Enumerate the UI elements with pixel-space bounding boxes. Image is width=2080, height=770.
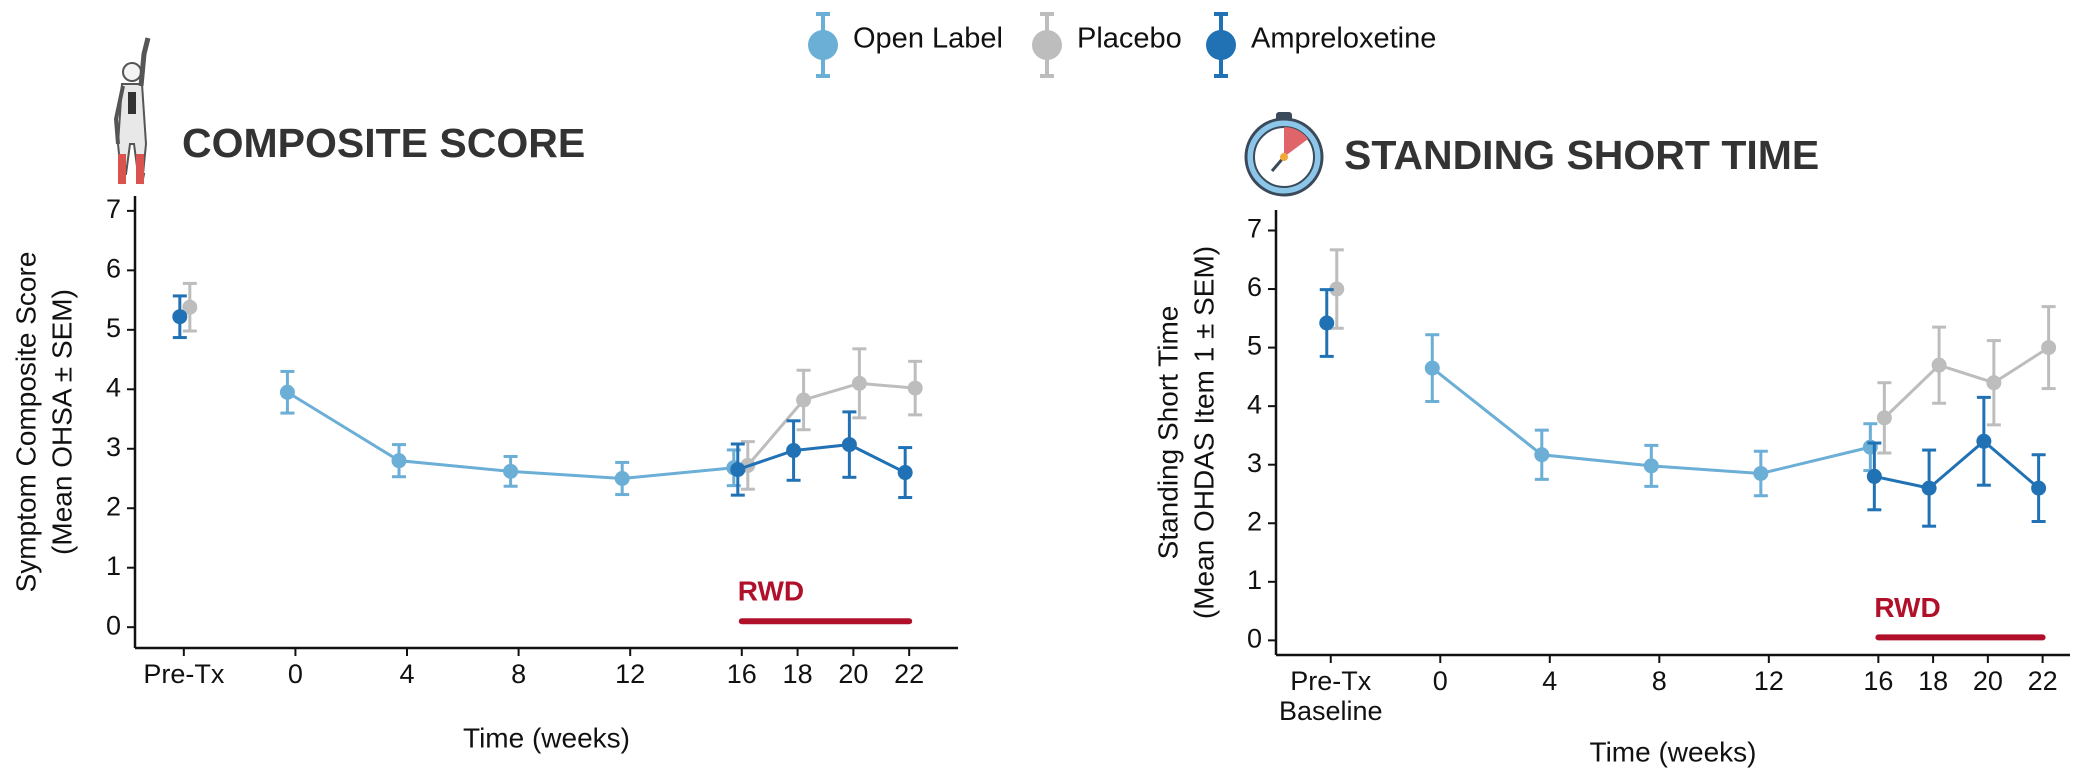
point [503,463,519,479]
point [730,462,746,478]
y-axis-label: (Mean OHSA ± SEM) [46,289,77,555]
point [1876,410,1892,426]
y-tick-label: 3 [106,432,121,462]
x-tick-label: 4 [399,659,414,689]
x-tick-label: 0 [288,659,303,689]
series-line [737,443,906,474]
legend-label: Ampreloxetine [1251,23,1436,55]
y-tick-label: 2 [1247,506,1262,536]
point [182,299,198,315]
legend-label: Placebo [1077,23,1182,55]
chart-title: COMPOSITE SCORE [182,120,585,166]
stopwatch-icon [1244,112,1324,197]
x-tick-label: 18 [783,659,813,689]
y-tick-label: 6 [1247,272,1262,302]
y-tick-label: 1 [106,551,121,581]
point [1329,281,1345,297]
x-axis-label: Time (weeks) [463,722,630,753]
point [1976,433,1992,449]
x-tick-label: 12 [1754,666,1784,696]
point [2041,340,2057,356]
x-tick-label: 20 [838,659,868,689]
x-tick-label: 12 [615,659,645,689]
y-tick-label: 0 [106,610,121,640]
legend-marker [808,30,838,60]
x-tick-label: 8 [1652,666,1667,696]
y-tick-label: 4 [1247,389,1262,419]
chart-title: STANDING SHORT TIME [1344,132,1819,178]
x-tick-label: 20 [1973,666,2003,696]
y-tick-label: 1 [1247,565,1262,595]
point [1753,465,1769,481]
annotation: RWD [1874,592,1940,623]
series-line [1883,346,2050,419]
x-tick-label: 0 [1433,666,1448,696]
x-tick-label: 18 [1918,666,1948,696]
x-tick-label: 16 [1863,666,1893,696]
x-tick-label: 22 [2028,666,2058,696]
x-tick-label: Pre-Tx [1290,666,1372,696]
series-line [746,381,916,467]
point [1643,458,1659,474]
body-icon [113,37,151,185]
point [1534,447,1550,463]
y-tick-label: 7 [106,194,121,224]
y-axis-label: (Mean OHDAS Item 1 ± SEM) [1188,246,1219,619]
point [614,471,630,486]
point [1866,468,1882,484]
x-tick-label: 8 [511,659,526,689]
point [2031,480,2047,496]
point [1986,375,2002,391]
point [1319,315,1335,331]
y-tick-label: 5 [1247,331,1262,361]
point [1424,360,1440,376]
point [851,375,867,391]
y-tick-label: 6 [106,253,121,283]
x-axis-label: Time (weeks) [1590,736,1757,767]
y-tick-label: 2 [106,491,121,521]
x-tick-label: Baseline [1279,696,1383,726]
point [897,465,913,481]
x-tick-label: 16 [727,659,757,689]
y-axis-label: Standing Short Time [1152,306,1183,560]
y-tick-label: 4 [106,372,121,402]
x-tick-label: 4 [1542,666,1557,696]
point [391,453,407,469]
legend-marker [1206,30,1236,60]
point [841,437,857,453]
annotation: RWD [738,576,804,607]
x-tick-label: 22 [894,659,924,689]
point [786,443,802,459]
y-tick-label: 0 [1247,623,1262,653]
point [172,309,188,325]
point [1921,480,1937,496]
y-tick-label: 3 [1247,448,1262,478]
legend-label: Open Label [853,23,1003,55]
y-tick-label: 5 [106,313,121,343]
series-line [1874,439,2040,490]
legend-marker [1032,30,1062,60]
x-tick-label: Pre-Tx [143,659,225,689]
point [279,384,295,400]
point [1931,357,1947,373]
y-tick-label: 7 [1247,214,1262,244]
point [796,392,812,408]
y-axis-label: Symptom Composite Score [10,252,41,593]
point [907,380,923,396]
